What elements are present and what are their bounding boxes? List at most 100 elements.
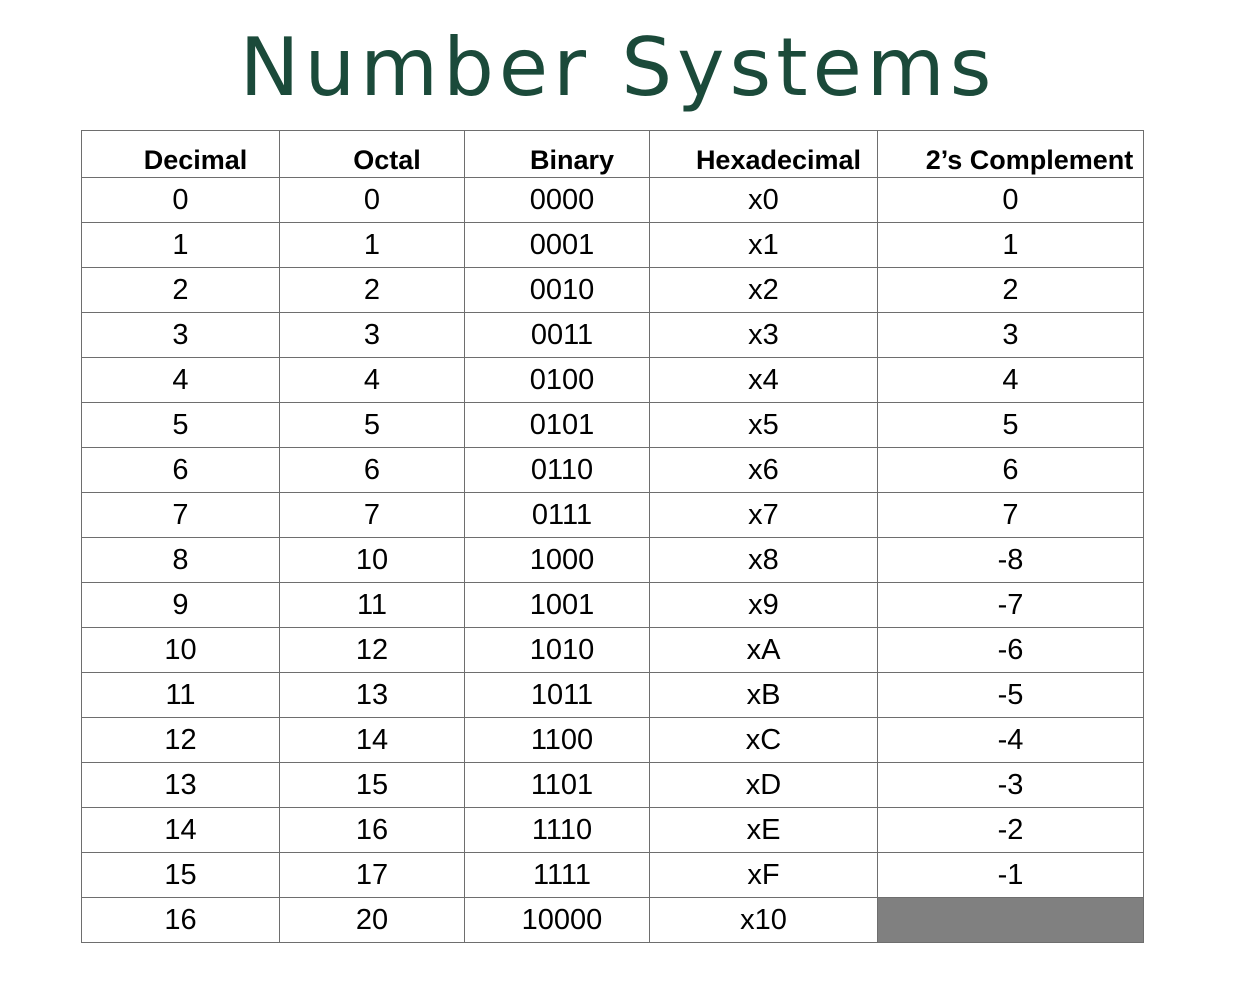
- column-header-binary: Binary: [464, 130, 650, 178]
- decimal-cell: 9: [81, 582, 280, 628]
- octal-cell: 20: [279, 897, 465, 943]
- hexadecimal-cell: xD: [649, 762, 878, 808]
- octal-cell: 6: [279, 447, 465, 493]
- decimal-cell: 16: [81, 897, 280, 943]
- table-row: 9 11 1001 x9 -7: [81, 582, 1144, 628]
- number-systems-table: Decimal Octal Binary Hexadecimal 2’s Com…: [81, 130, 1144, 943]
- twos-complement-cell: 4: [877, 357, 1144, 403]
- hexadecimal-cell: x0: [649, 177, 878, 223]
- column-header-octal: Octal: [279, 130, 465, 178]
- decimal-cell: 0: [81, 177, 280, 223]
- octal-cell: 16: [279, 807, 465, 853]
- binary-cell: 1110: [464, 807, 650, 853]
- octal-cell: 1: [279, 222, 465, 268]
- hexadecimal-cell: xC: [649, 717, 878, 763]
- hexadecimal-cell: x9: [649, 582, 878, 628]
- binary-cell: 0100: [464, 357, 650, 403]
- twos-complement-cell: -1: [877, 852, 1144, 898]
- octal-cell: 3: [279, 312, 465, 358]
- decimal-cell: 12: [81, 717, 280, 763]
- empty-shaded-cell: [877, 897, 1144, 943]
- decimal-cell: 5: [81, 402, 280, 448]
- hexadecimal-cell: x5: [649, 402, 878, 448]
- twos-complement-cell: -4: [877, 717, 1144, 763]
- table-row: 12 14 1100 xC -4: [81, 717, 1144, 763]
- header-row: Decimal Octal Binary Hexadecimal 2’s Com…: [81, 130, 1144, 178]
- octal-cell: 17: [279, 852, 465, 898]
- binary-cell: 10000: [464, 897, 650, 943]
- twos-complement-cell: 1: [877, 222, 1144, 268]
- binary-cell: 0011: [464, 312, 650, 358]
- hexadecimal-cell: x8: [649, 537, 878, 583]
- decimal-cell: 14: [81, 807, 280, 853]
- octal-cell: 0: [279, 177, 465, 223]
- table-row: 5 5 0101 x5 5: [81, 402, 1144, 448]
- octal-cell: 5: [279, 402, 465, 448]
- octal-cell: 14: [279, 717, 465, 763]
- twos-complement-cell: 5: [877, 402, 1144, 448]
- table-header: Decimal Octal Binary Hexadecimal 2’s Com…: [81, 130, 1144, 178]
- binary-cell: 0111: [464, 492, 650, 538]
- binary-cell: 0110: [464, 447, 650, 493]
- table-row: 15 17 1111 xF -1: [81, 852, 1144, 898]
- binary-cell: 0010: [464, 267, 650, 313]
- page-title: Number Systems: [239, 21, 997, 114]
- decimal-cell: 15: [81, 852, 280, 898]
- decimal-cell: 11: [81, 672, 280, 718]
- table-row: 2 2 0010 x2 2: [81, 267, 1144, 313]
- binary-cell: 1000: [464, 537, 650, 583]
- twos-complement-cell: 3: [877, 312, 1144, 358]
- hexadecimal-cell: xF: [649, 852, 878, 898]
- table-row: 1 1 0001 x1 1: [81, 222, 1144, 268]
- table-row: 0 0 0000 x0 0: [81, 177, 1144, 223]
- decimal-cell: 2: [81, 267, 280, 313]
- decimal-cell: 6: [81, 447, 280, 493]
- twos-complement-cell: -2: [877, 807, 1144, 853]
- twos-complement-cell: 6: [877, 447, 1144, 493]
- octal-cell: 13: [279, 672, 465, 718]
- octal-cell: 7: [279, 492, 465, 538]
- twos-complement-cell: -6: [877, 627, 1144, 673]
- binary-cell: 0001: [464, 222, 650, 268]
- twos-complement-cell: -3: [877, 762, 1144, 808]
- decimal-cell: 8: [81, 537, 280, 583]
- decimal-cell: 1: [81, 222, 280, 268]
- binary-cell: 1010: [464, 627, 650, 673]
- hexadecimal-cell: xE: [649, 807, 878, 853]
- table-body: 0 0 0000 x0 0 1 1 0001 x1 1 2 2 0010 x2 2 3 3 0011 x3 3 4 4 01…: [81, 177, 1144, 943]
- twos-complement-cell: -5: [877, 672, 1144, 718]
- column-header-twos-complement: 2’s Complement: [877, 130, 1144, 178]
- table-row: 6 6 0110 x6 6: [81, 447, 1144, 493]
- column-header-decimal: Decimal: [81, 130, 280, 178]
- table-row: 14 16 1110 xE -2: [81, 807, 1144, 853]
- octal-cell: 2: [279, 267, 465, 313]
- decimal-cell: 7: [81, 492, 280, 538]
- twos-complement-cell: 7: [877, 492, 1144, 538]
- binary-cell: 1011: [464, 672, 650, 718]
- binary-cell: 1001: [464, 582, 650, 628]
- octal-cell: 10: [279, 537, 465, 583]
- hexadecimal-cell: x10: [649, 897, 878, 943]
- decimal-cell: 13: [81, 762, 280, 808]
- hexadecimal-cell: x7: [649, 492, 878, 538]
- table-row: 3 3 0011 x3 3: [81, 312, 1144, 358]
- table-row: 10 12 1010 xA -6: [81, 627, 1144, 673]
- octal-cell: 12: [279, 627, 465, 673]
- table-row: 7 7 0111 x7 7: [81, 492, 1144, 538]
- decimal-cell: 3: [81, 312, 280, 358]
- table-row: 13 15 1101 xD -3: [81, 762, 1144, 808]
- hexadecimal-cell: x4: [649, 357, 878, 403]
- binary-cell: 0000: [464, 177, 650, 223]
- binary-cell: 1101: [464, 762, 650, 808]
- hexadecimal-cell: x6: [649, 447, 878, 493]
- octal-cell: 11: [279, 582, 465, 628]
- decimal-cell: 4: [81, 357, 280, 403]
- table-row: 16 20 10000 x10: [81, 897, 1144, 943]
- octal-cell: 4: [279, 357, 465, 403]
- twos-complement-cell: 2: [877, 267, 1144, 313]
- hexadecimal-cell: x3: [649, 312, 878, 358]
- twos-complement-cell: 0: [877, 177, 1144, 223]
- hexadecimal-cell: x1: [649, 222, 878, 268]
- hexadecimal-cell: xB: [649, 672, 878, 718]
- binary-cell: 0101: [464, 402, 650, 448]
